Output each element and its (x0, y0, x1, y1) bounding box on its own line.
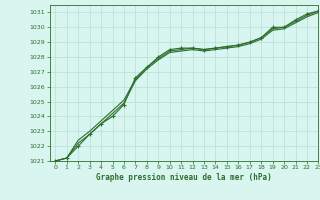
X-axis label: Graphe pression niveau de la mer (hPa): Graphe pression niveau de la mer (hPa) (96, 173, 272, 182)
